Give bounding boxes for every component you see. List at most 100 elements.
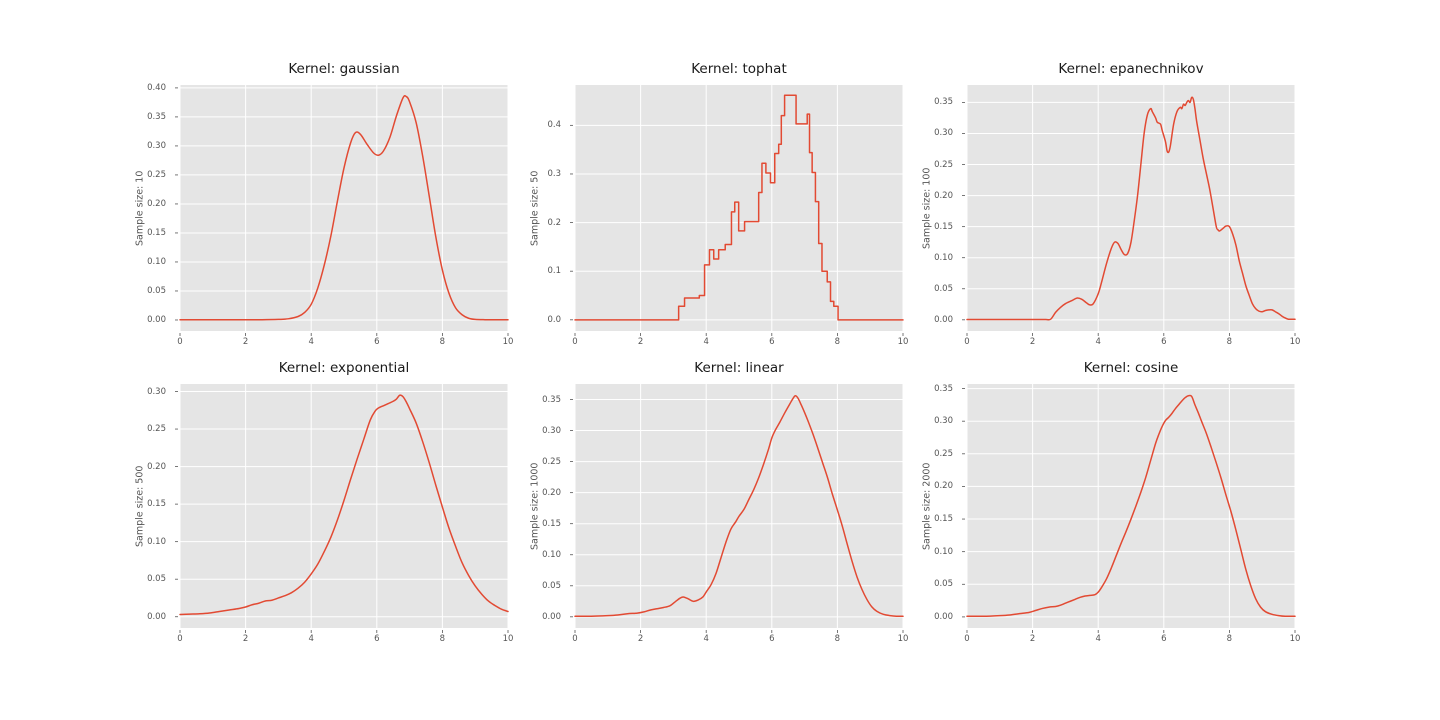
y-tick-label: 0.25 [147,169,166,180]
subplot-tophat: Kernel: tophat Sample size: 50 0.0 0.1 0.2… [530,61,909,347]
x-tick-label: 10 [1289,337,1301,347]
x-tick-label: 10 [502,337,514,347]
y-tick-label: 0.05 [147,574,166,585]
x-tick-labels: 0 2 4 6 8 10 [572,331,908,351]
x-tick-label: 10 [1289,634,1301,644]
y-tick-label: 0.30 [542,425,561,436]
x-tick-label: 6 [1161,634,1167,644]
x-tick-label: 6 [769,634,775,644]
y-tick-labels: 0.00 0.05 0.10 0.15 0.20 0.25 0.30 0.35 0.40 [118,82,173,331]
y-tick-label: 0.35 [934,383,953,394]
x-tick-label: 4 [1095,634,1101,644]
y-tick-label: 0.00 [934,611,953,622]
subplot-exponential: Kernel: exponential Sample size: 500 0.0… [135,360,514,644]
y-tick-labels: 0.00 0.05 0.10 0.15 0.20 0.25 0.30 [118,384,173,628]
x-tick-label: 2 [1029,634,1036,644]
x-tick-label: 2 [242,634,249,644]
plot-area [175,384,509,633]
y-tick-label: 0.20 [934,481,953,492]
x-tick-label: 10 [897,634,909,644]
y-tick-labels: 0.0 0.1 0.2 0.3 0.4 [513,85,568,331]
y-tick-label: 0.00 [542,611,561,622]
x-tick-label: 4 [308,634,314,644]
y-tick-label: 0.30 [934,128,953,139]
x-tick-label: 4 [308,337,314,347]
x-tick-label: 8 [439,337,446,347]
plot-area [175,85,509,336]
y-tick-label: 0.35 [934,97,953,108]
x-tick-label: 0 [572,337,578,347]
x-tick-labels: 0 2 4 6 8 10 [572,628,908,648]
subplot-cosine: Kernel: cosine Sample size: 2000 0.00 0.0… [922,360,1301,644]
y-tick-label: 0.15 [542,518,561,529]
x-tick-label: 6 [769,337,775,347]
y-tick-label: 0.15 [934,221,953,232]
x-tick-label: 2 [637,634,644,644]
y-tick-label: 0.25 [934,159,953,170]
x-tick-label: 8 [1226,634,1233,644]
y-tick-labels: 0.00 0.05 0.10 0.15 0.20 0.25 0.30 0.35 [905,85,960,331]
y-tick-label: 0.0 [547,314,561,325]
y-tick-label: 0.20 [147,198,166,209]
y-tick-label: 0.15 [934,514,953,525]
y-tick-label: 0.35 [147,111,166,122]
x-tick-label: 4 [703,634,709,644]
y-tick-label: 0.10 [147,256,166,267]
x-tick-label: 2 [1029,337,1036,347]
plot-area [570,85,904,336]
y-tick-label: 0.40 [147,82,166,93]
y-tick-label: 0.10 [542,549,561,560]
x-tick-label: 10 [897,337,909,347]
y-tick-label: 0.00 [147,611,166,622]
x-tick-label: 2 [637,337,644,347]
y-tick-label: 0.2 [547,217,561,228]
x-tick-labels: 0 2 4 6 8 10 [964,628,1300,648]
y-tick-label: 0.20 [542,487,561,498]
y-tick-label: 0.30 [934,416,953,427]
subplot-linear: Kernel: linear Sample size: 1000 0.00 0.0… [530,360,909,644]
x-tick-label: 0 [572,634,578,644]
y-tick-label: 0.15 [147,227,166,238]
x-tick-label: 4 [703,337,709,347]
x-tick-label: 6 [374,337,380,347]
y-tick-label: 0.1 [547,266,561,277]
plot-area [962,384,1296,633]
y-tick-label: 0.10 [147,536,166,547]
y-tick-label: 0.35 [542,394,561,405]
plot-area [570,384,904,633]
y-tick-label: 0.10 [934,252,953,263]
y-tick-label: 0.3 [547,168,561,179]
x-tick-label: 8 [439,634,446,644]
x-tick-label: 0 [177,634,183,644]
x-tick-label: 4 [1095,337,1101,347]
subplot-title: Kernel: tophat [691,61,787,77]
subplot-title: Kernel: epanechnikov [1058,61,1204,77]
x-tick-label: 0 [964,634,970,644]
y-tick-labels: 0.00 0.05 0.10 0.15 0.20 0.25 0.30 0.35 [513,384,568,628]
x-tick-labels: 0 2 4 6 8 10 [177,628,513,648]
y-tick-label: 0.05 [934,283,953,294]
plot-area [962,85,1296,336]
x-tick-label: 2 [242,337,249,347]
y-tick-label: 0.05 [147,285,166,296]
x-tick-label: 6 [374,634,380,644]
y-tick-label: 0.30 [147,386,166,397]
y-tick-label: 0.25 [147,424,166,435]
x-tick-label: 10 [502,634,514,644]
x-tick-label: 8 [1226,337,1233,347]
y-tick-label: 0.05 [542,580,561,591]
x-tick-label: 0 [177,337,183,347]
x-tick-label: 0 [964,337,970,347]
y-tick-label: 0.20 [934,190,953,201]
y-tick-label: 0.15 [147,499,166,510]
x-tick-label: 6 [1161,337,1167,347]
y-tick-label: 0.10 [934,546,953,557]
y-tick-label: 0.20 [147,461,166,472]
y-tick-label: 0.30 [147,140,166,151]
subplot-gaussian: Kernel: gaussian Sample size: 10 0.00 0.0… [135,61,514,347]
subplot-title: Kernel: exponential [278,360,410,376]
y-tick-label: 0.25 [934,448,953,459]
x-tick-label: 8 [834,337,841,347]
y-tick-label: 0.25 [542,456,561,467]
